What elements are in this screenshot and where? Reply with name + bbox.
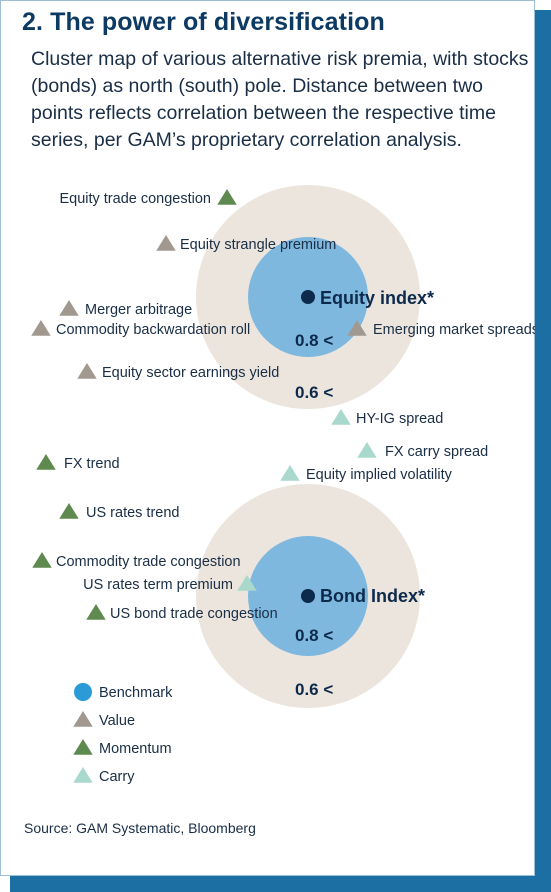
value-triangle-icon xyxy=(73,711,93,727)
carry-triangle-icon xyxy=(280,465,300,481)
point-equity-strangle-premium: Equity strangle premium xyxy=(156,235,336,253)
point-label: FX carry spread xyxy=(385,444,488,460)
legend-label: Momentum xyxy=(99,741,172,757)
point-label: US bond trade congestion xyxy=(110,606,278,622)
point-label: HY-IG spread xyxy=(356,411,443,427)
point-us-bond-trade-congestion: US bond trade congestion xyxy=(86,604,278,622)
pole-label: Equity index* xyxy=(320,288,434,308)
point-label: Merger arbitrage xyxy=(85,302,192,318)
momentum-triangle-icon xyxy=(217,189,237,205)
benchmark-dot xyxy=(301,589,315,603)
point-hy-ig-spread: HY-IG spread xyxy=(331,409,443,427)
point-commodity-backwardation-roll: Commodity backwardation roll xyxy=(31,320,250,338)
page-title: 2. The power of diversification xyxy=(22,8,385,36)
outer-threshold-label: 0.6 < xyxy=(295,383,333,402)
page-subtitle: Cluster map of various alternative risk … xyxy=(31,48,529,151)
pole-equity-index: Equity index* 0.8 < 0.6 < xyxy=(196,185,434,409)
point-emerging-market-spreads: Emerging market spreads xyxy=(347,320,535,338)
benchmark-circle-icon xyxy=(74,683,92,701)
value-triangle-icon xyxy=(156,235,176,251)
pole-label: Bond Index* xyxy=(320,586,425,606)
frame-shadow-right xyxy=(535,10,551,892)
point-label: FX trend xyxy=(64,456,120,472)
carry-triangle-icon xyxy=(73,767,93,783)
momentum-triangle-icon xyxy=(73,739,93,755)
legend-item-benchmark: Benchmark xyxy=(74,683,173,701)
carry-triangle-icon xyxy=(357,442,377,458)
point-label: Commodity backwardation roll xyxy=(56,322,250,338)
point-equity-implied-volatility: Equity implied volatility xyxy=(280,465,453,483)
momentum-triangle-icon xyxy=(32,552,52,568)
legend-label: Value xyxy=(99,713,135,729)
value-triangle-icon xyxy=(347,320,367,336)
inner-threshold-label: 0.8 < xyxy=(295,626,333,645)
point-commodity-trade-congestion: Commodity trade congestion xyxy=(32,552,241,570)
point-equity-sector-earnings-yield: Equity sector earnings yield xyxy=(77,363,279,381)
point-label: Equity trade congestion xyxy=(59,191,211,207)
point-us-rates-trend: US rates trend xyxy=(59,503,180,521)
legend-label: Carry xyxy=(99,769,135,785)
pole-bond-index: Bond Index* 0.8 < 0.6 < xyxy=(196,484,425,708)
point-label: US rates term premium xyxy=(83,577,233,593)
legend-item-value: Value xyxy=(73,711,135,729)
inner-threshold-label: 0.8 < xyxy=(295,331,333,350)
legend-label: Benchmark xyxy=(99,685,173,701)
legend-item-momentum: Momentum xyxy=(73,739,172,757)
point-label: Commodity trade congestion xyxy=(56,554,241,570)
point-fx-trend: FX trend xyxy=(36,454,120,472)
momentum-triangle-icon xyxy=(86,604,106,620)
value-triangle-icon xyxy=(59,300,79,316)
carry-triangle-icon xyxy=(237,575,257,591)
cluster-map: Equity index* 0.8 < 0.6 < Bond Index* 0.8 < 0… xyxy=(31,185,535,785)
point-fx-carry-spread: FX carry spread xyxy=(357,442,488,460)
point-label: Equity implied volatility xyxy=(306,467,453,483)
point-label: US rates trend xyxy=(86,505,180,521)
card-frame xyxy=(0,0,535,876)
benchmark-dot xyxy=(301,290,315,304)
outer-threshold-label: 0.6 < xyxy=(295,680,333,699)
momentum-triangle-icon xyxy=(59,503,79,519)
legend: Benchmark Value Momentum Carry xyxy=(73,683,173,785)
point-merger-arbitrage: Merger arbitrage xyxy=(59,300,192,318)
carry-triangle-icon xyxy=(331,409,351,425)
point-label: Emerging market spreads xyxy=(373,322,535,338)
point-equity-trade-congestion: Equity trade congestion xyxy=(59,189,237,207)
point-us-rates-term-premium: US rates term premium xyxy=(83,575,257,593)
source-note: Source: GAM Systematic, Bloomberg xyxy=(24,820,256,836)
momentum-triangle-icon xyxy=(36,454,56,470)
point-label: Equity strangle premium xyxy=(180,237,336,253)
value-triangle-icon xyxy=(31,320,51,336)
frame-shadow-bottom xyxy=(10,876,551,892)
value-triangle-icon xyxy=(77,363,97,379)
legend-item-carry: Carry xyxy=(73,767,135,785)
point-label: Equity sector earnings yield xyxy=(102,365,279,381)
